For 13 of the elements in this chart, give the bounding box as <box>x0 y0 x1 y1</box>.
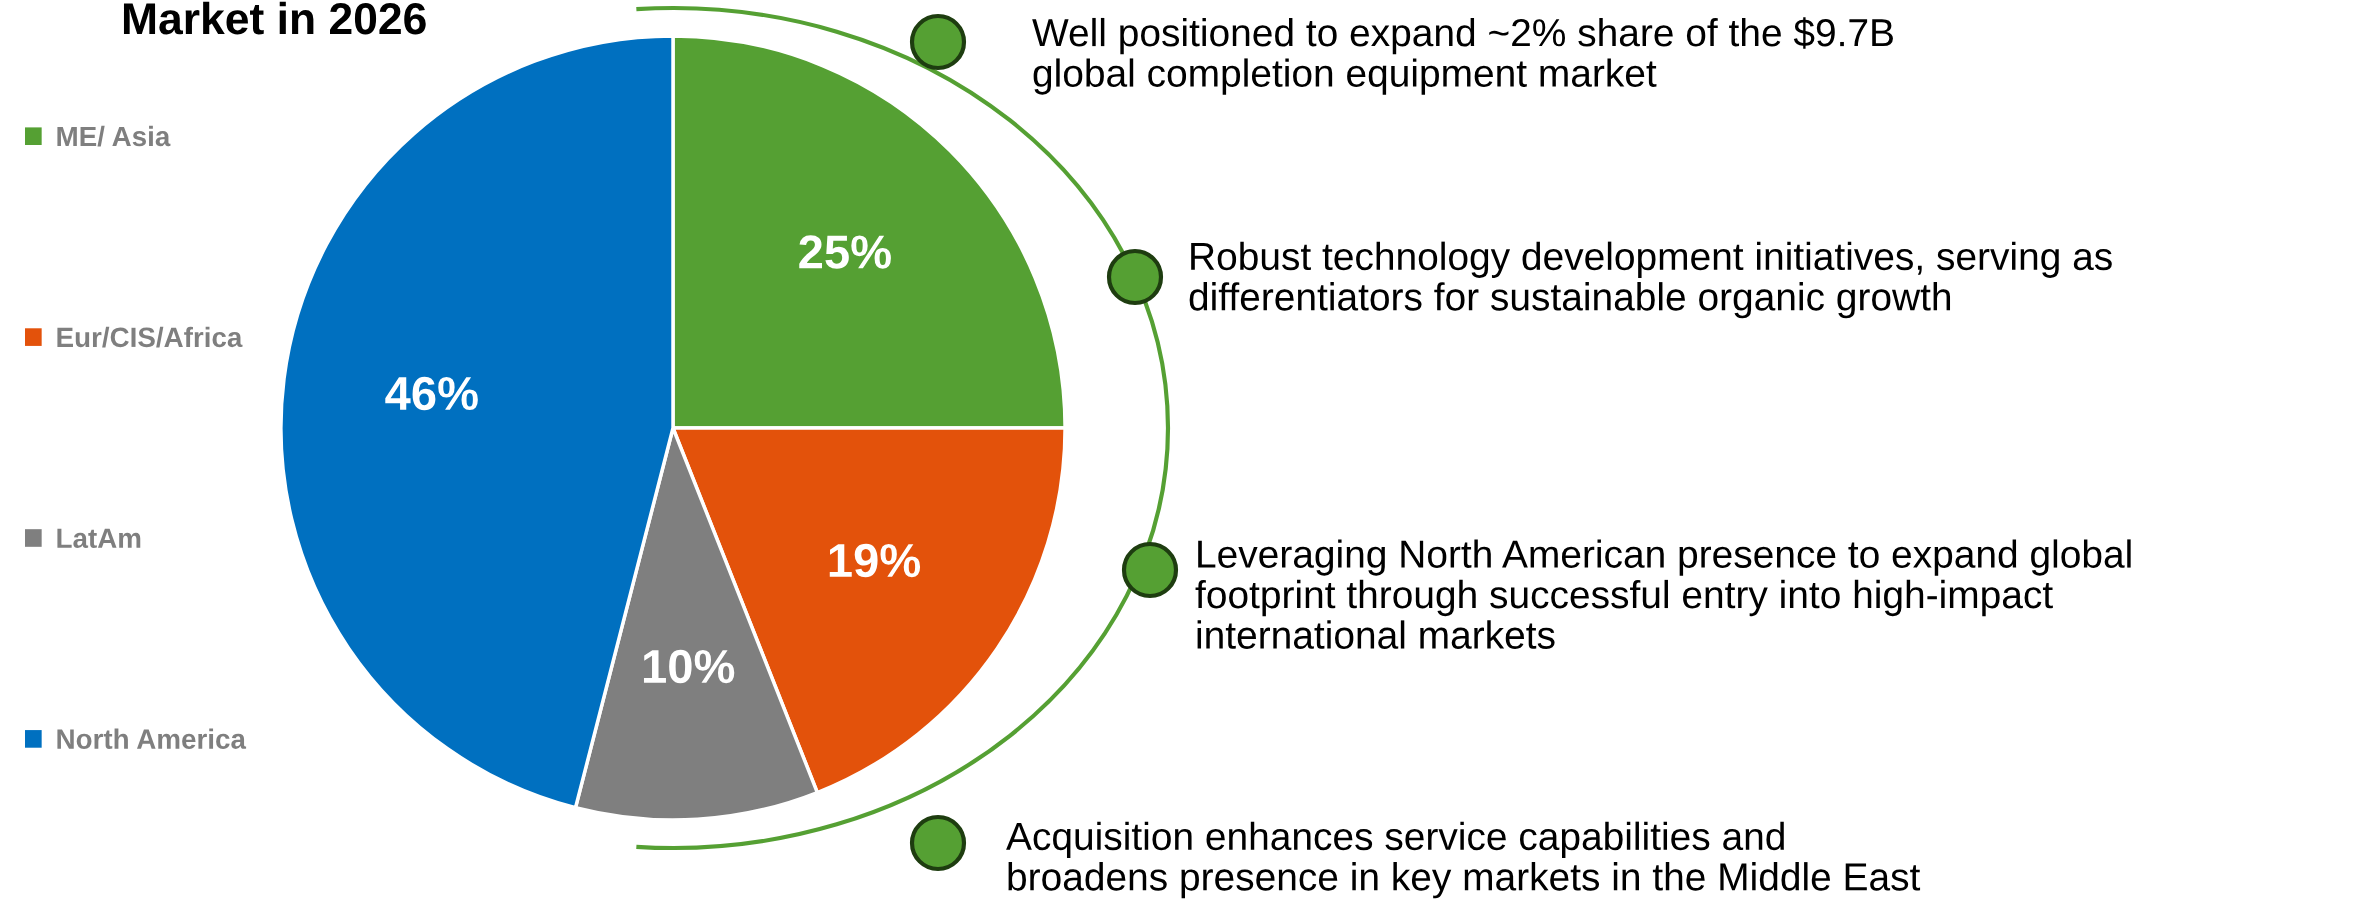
text: Well positioned to expand ~2% share of the $9.7B global completion equipment market <box>1032 17 1893 95</box>
text: Robust technology development initiatives, serving as differentiators for sustainable organic growth <box>1189 241 2112 319</box>
text: Acquisition enhances service capabilities and broadens presence in key markets in the Middle East <box>1006 821 1921 899</box>
legend-label: North America <box>57 728 247 749</box>
data-label: 10% <box>643 649 735 684</box>
legend-label: ME/ Asia <box>57 125 171 147</box>
legend-label: LatAm <box>57 528 141 549</box>
data-label: 25% <box>799 235 891 269</box>
data-label: 46% <box>385 376 478 411</box>
data-label: 19% <box>829 543 921 578</box>
legend-label: Eur/CIS/Africa <box>57 326 243 348</box>
chart-title: Market in 2026 <box>123 1 426 35</box>
text: Leveraging North American presence to expand global footprint through successful entry into high-impact international markets <box>1195 539 2131 649</box>
